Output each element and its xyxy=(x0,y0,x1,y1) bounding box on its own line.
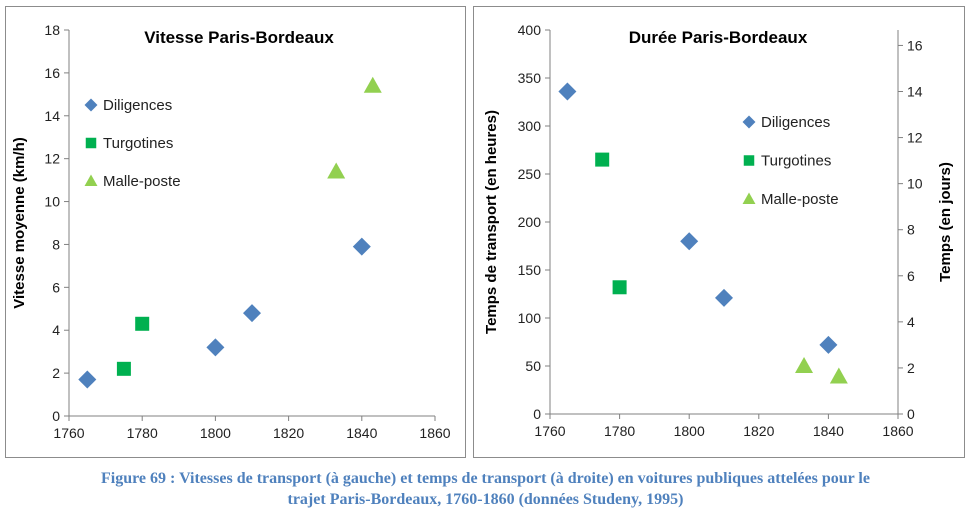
data-point-malle-poste xyxy=(327,162,346,179)
y-tick-label: 0 xyxy=(52,408,60,424)
speed-chart: 0 2 4 6 8 10 12 14 16 18 1760 1780 1800 1820 1840 1860 V… xyxy=(11,22,451,441)
legend-label: Diligences xyxy=(103,97,172,114)
caption-line-2: trajet Paris-Bordeaux, 1760-1860 (donnée… xyxy=(287,491,684,508)
y-tick-label: 16 xyxy=(44,65,60,81)
y-tick-label: 200 xyxy=(518,214,542,230)
y-tick-label: 6 xyxy=(52,279,60,295)
left-chart-panel: 0 2 4 6 8 10 12 14 16 18 1760 1780 1800 1820 1840 1860 V… xyxy=(5,6,466,458)
legend-marker xyxy=(742,115,756,129)
y-tick-label: 250 xyxy=(518,166,542,182)
y-axis-title: Vitesse moyenne (km/h) xyxy=(11,137,28,308)
x-tick-label: 1820 xyxy=(743,423,774,439)
y2-tick-label: 8 xyxy=(907,222,915,238)
y2-tick-label: 0 xyxy=(907,406,915,422)
x-tick-label: 1780 xyxy=(127,425,158,441)
y2-axis-title: Temps (en jours) xyxy=(937,162,954,282)
caption-line-1: Figure 69 : Vitesses de transport (à gau… xyxy=(101,470,870,487)
y-tick-label: 300 xyxy=(518,118,542,134)
data-point-diligences xyxy=(352,237,371,256)
y-axis-title: Temps de transport (en heures) xyxy=(483,110,500,334)
y-tick-label: 0 xyxy=(533,406,541,422)
y2-tick-label: 2 xyxy=(907,360,915,376)
x-tick-label: 1840 xyxy=(813,423,844,439)
y-tick-label: 100 xyxy=(518,310,542,326)
x-tick-label: 1780 xyxy=(604,423,635,439)
y-tick-label: 400 xyxy=(518,22,542,38)
y-tick-label: 8 xyxy=(52,236,60,252)
y-tick-label: 350 xyxy=(518,70,542,86)
data-point-diligences xyxy=(78,370,97,389)
x-tick-label: 1800 xyxy=(200,425,231,441)
y-tick-label: 2 xyxy=(52,365,60,381)
data-point-malle-poste xyxy=(363,76,382,93)
y2-tick-label: 12 xyxy=(907,130,923,146)
y-tick-label: 150 xyxy=(518,262,542,278)
y2-tick-label: 16 xyxy=(907,37,923,53)
y-tick-label: 18 xyxy=(44,22,60,38)
y2-tick-label: 6 xyxy=(907,268,915,284)
data-point-turgotines xyxy=(595,152,610,167)
data-point-diligences xyxy=(558,82,577,101)
y-tick-label: 14 xyxy=(44,108,60,124)
y-tick-label: 10 xyxy=(44,194,60,210)
x-tick-label: 1760 xyxy=(534,423,565,439)
legend-marker xyxy=(742,192,756,205)
y-tick-label: 50 xyxy=(525,358,541,374)
legend-label: Turgotines xyxy=(103,135,173,152)
legend-label: Malle-poste xyxy=(103,173,181,190)
x-tick-label: 1760 xyxy=(53,425,84,441)
x-tick-label: 1860 xyxy=(419,425,450,441)
legend-marker xyxy=(743,155,755,166)
x-tick-label: 1820 xyxy=(273,425,304,441)
legend-label: Turgotines xyxy=(761,153,831,170)
data-point-turgotines xyxy=(612,280,627,295)
data-point-diligences xyxy=(819,335,838,354)
data-point-diligences xyxy=(206,338,225,357)
legend-label: Malle-poste xyxy=(761,191,839,208)
chart-title: Durée Paris-Bordeaux xyxy=(629,28,808,47)
data-point-turgotines xyxy=(135,316,150,331)
x-tick-label: 1800 xyxy=(674,423,705,439)
y2-tick-label: 14 xyxy=(907,84,923,100)
y2-tick-label: 10 xyxy=(907,176,923,192)
legend-marker xyxy=(84,174,98,187)
legend-marker xyxy=(85,137,97,149)
figure-caption: Figure 69 : Vitesses de transport (à gau… xyxy=(0,468,971,510)
data-point-malle-poste xyxy=(829,367,848,384)
data-point-diligences xyxy=(243,304,261,323)
right-chart-panel: 0 50 100 150 200 250 300 350 400 1760 1780 1800 1820… xyxy=(473,6,965,458)
legend-label: Diligences xyxy=(761,114,830,131)
data-point-diligences xyxy=(715,288,733,307)
y2-tick-label: 4 xyxy=(907,314,915,330)
data-point-malle-poste xyxy=(795,357,814,373)
y-tick-label: 12 xyxy=(44,151,60,167)
chart-title: Vitesse Paris-Bordeaux xyxy=(144,28,334,47)
legend-marker xyxy=(84,98,98,112)
x-tick-label: 1840 xyxy=(346,425,377,441)
data-point-diligences xyxy=(680,232,699,251)
x-tick-label: 1860 xyxy=(882,423,913,439)
y-tick-label: 4 xyxy=(52,322,60,338)
data-point-turgotines xyxy=(116,361,131,376)
